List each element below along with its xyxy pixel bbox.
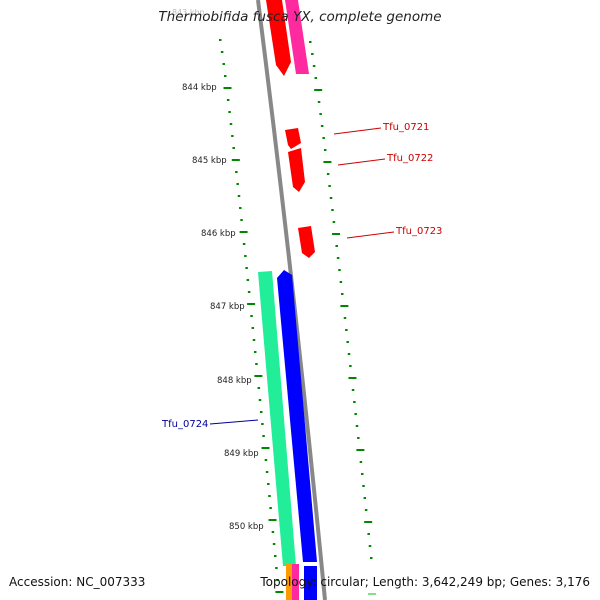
gene-label-tfu-0723[interactable]: Tfu_0723 (395, 226, 442, 237)
gene-arrow-top-pink[interactable] (285, 0, 309, 74)
leader-line-tfu-0721 (333, 127, 382, 135)
ruler-label-848: 848 kbp (217, 376, 252, 386)
ruler-label-top: 843 kbp (172, 8, 205, 17)
gene-arrow-tfu-0722[interactable] (288, 148, 305, 192)
ruler-label-849: 849 kbp (224, 449, 259, 459)
gene-label-tfu-0722[interactable]: Tfu_0722 (386, 153, 433, 164)
leader-line-tfu-0723 (346, 231, 395, 239)
ruler-label-847: 847 kbp (210, 302, 245, 312)
ruler-ticks-right (309, 41, 373, 559)
genome-summary-text: Topology: circular; Length: 3,642,249 bp… (260, 575, 590, 589)
gene-arrow-top-red[interactable] (266, 0, 291, 76)
gene-arrow-tfu-0723[interactable] (298, 226, 315, 258)
gene-label-tfu-0721[interactable]: Tfu_0721 (382, 122, 429, 133)
ruler-labels: 844 kbp 845 kbp 846 kbp 847 kbp 848 kbp … (182, 83, 264, 532)
leader-line-tfu-0722 (337, 158, 386, 166)
gene-arrow-tfu-0724[interactable] (277, 270, 317, 562)
ruler-label-845: 845 kbp (192, 156, 227, 166)
ruler-label-844: 844 kbp (182, 83, 217, 93)
gene-bar-bottom-orange[interactable] (286, 564, 292, 600)
ruler-label-850: 850 kbp (229, 522, 264, 532)
ruler-ticks-left (219, 39, 284, 593)
ruler-label-846: 846 kbp (201, 229, 236, 239)
leader-line-tfu-0724 (209, 419, 259, 425)
gene-label-tfu-0724[interactable]: Tfu_0724 (161, 419, 208, 430)
map-title: Thermobifida fusca YX, complete genome (158, 9, 442, 25)
accession-text: Accession: NC_007333 (9, 575, 146, 589)
gene-arrow-tfu-0721[interactable] (285, 128, 301, 149)
gene-bar-bottom-blue[interactable] (304, 566, 317, 600)
gene-bar-green[interactable] (258, 271, 296, 566)
gene-bar-bottom-pink[interactable] (292, 564, 299, 600)
